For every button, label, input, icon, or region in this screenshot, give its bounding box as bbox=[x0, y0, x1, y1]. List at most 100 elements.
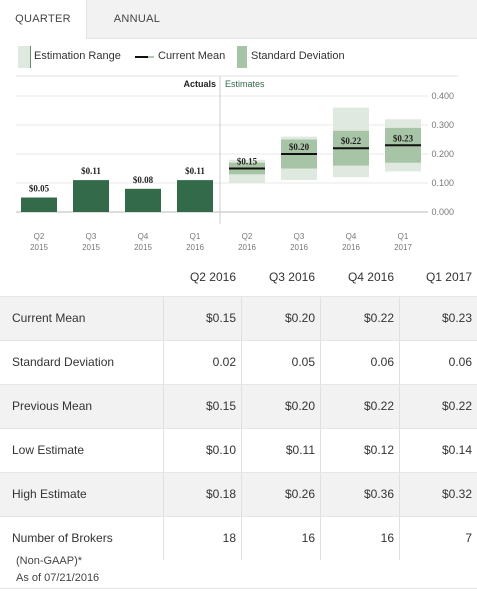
x-tick-year: 2015 bbox=[82, 243, 100, 252]
table-cell: $0.14 bbox=[399, 429, 477, 472]
estimate-value-label: $0.20 bbox=[289, 142, 310, 152]
table-cell: $0.12 bbox=[320, 429, 400, 472]
actual-value-label: $0.11 bbox=[81, 166, 101, 176]
x-tick-quarter: Q1 bbox=[398, 232, 409, 241]
table-cell: $0.15 bbox=[163, 385, 242, 428]
table-cell: $0.22 bbox=[320, 297, 400, 340]
cell-value: $0.14 bbox=[441, 443, 472, 457]
actual-bar bbox=[177, 180, 213, 212]
cell-value: 0.05 bbox=[291, 355, 315, 369]
row-label: Number of Brokers bbox=[12, 531, 113, 545]
x-tick-quarter: Q3 bbox=[294, 232, 305, 241]
x-tick-year: 2016 bbox=[290, 243, 308, 252]
x-tick-quarter: Q1 bbox=[190, 232, 201, 241]
table-cell: $0.26 bbox=[241, 473, 321, 516]
x-tick-year: 2015 bbox=[30, 243, 48, 252]
table-cell: 16 bbox=[320, 517, 400, 560]
current-mean-swatch bbox=[135, 56, 154, 58]
x-tick-year: 2015 bbox=[134, 243, 152, 252]
footer-note: (Non-GAAP)* As of 07/21/2016 bbox=[16, 553, 99, 587]
cell-value: $0.22 bbox=[441, 399, 472, 413]
estimation-range-swatch bbox=[18, 46, 31, 68]
estimates-table: Q2 2016 Q3 2016 Q4 2016 Q1 2017 Current … bbox=[0, 266, 477, 560]
table-row: Low Estimate $0.10 $0.11 $0.12 $0.14 bbox=[0, 428, 477, 472]
y-tick-label: 0.100 bbox=[431, 178, 454, 188]
cell-value: $0.20 bbox=[284, 311, 315, 325]
cell-value: $0.12 bbox=[363, 443, 394, 457]
table-row: High Estimate $0.18 $0.26 $0.36 $0.32 bbox=[0, 472, 477, 516]
row-label: Previous Mean bbox=[12, 399, 93, 413]
table-cell: 16 bbox=[241, 517, 321, 560]
x-tick-year: 2017 bbox=[394, 243, 412, 252]
table-cell: 0.02 bbox=[163, 341, 242, 384]
header-q1-2017: Q1 2017 bbox=[425, 270, 472, 284]
cell-value: $0.26 bbox=[284, 487, 315, 501]
cell-value: $0.18 bbox=[205, 487, 236, 501]
table-cell: $0.23 bbox=[399, 297, 477, 340]
y-tick-label: 0.400 bbox=[431, 91, 454, 101]
cell-value: 0.06 bbox=[448, 355, 472, 369]
cell-value: 0.06 bbox=[370, 355, 394, 369]
table-cell: $0.20 bbox=[241, 385, 321, 428]
cell-value: 0.02 bbox=[212, 355, 236, 369]
legend-current-mean-label: Current Mean bbox=[158, 50, 226, 62]
table-cell: $0.36 bbox=[320, 473, 400, 516]
table-cell: $0.11 bbox=[241, 429, 321, 472]
cell-value: $0.22 bbox=[363, 311, 394, 325]
header-q4-2016: Q4 2016 bbox=[347, 270, 394, 284]
as-of-date: As of 07/21/2016 bbox=[16, 572, 100, 584]
table-cell: $0.20 bbox=[241, 297, 321, 340]
cell-value: 16 bbox=[380, 531, 394, 545]
cell-value: $0.11 bbox=[285, 443, 315, 457]
table-cell: $0.18 bbox=[163, 473, 242, 516]
table-row: Number of Brokers 18 16 16 7 bbox=[0, 516, 477, 560]
estimates-label: Estimates bbox=[225, 79, 265, 89]
header-q2-2016: Q2 2016 bbox=[189, 270, 236, 284]
x-tick-quarter: Q2 bbox=[34, 232, 45, 241]
actual-value-label: $0.11 bbox=[185, 166, 205, 176]
table-cell: 18 bbox=[163, 517, 242, 560]
legend-standard-deviation-label: Standard Deviation bbox=[251, 50, 345, 62]
actual-bar bbox=[73, 180, 109, 212]
table-cell: 0.06 bbox=[399, 341, 477, 384]
tab-quarter[interactable]: QUARTER bbox=[0, 0, 87, 39]
actuals-label: Actuals bbox=[183, 79, 216, 89]
eps-chart: 0.400 0.300 0.200 0.100 0.000 Q2 2015 Q3 2015 Q4… bbox=[16, 75, 458, 252]
x-tick-quarter: Q2 bbox=[242, 232, 253, 241]
cell-value: $0.32 bbox=[441, 487, 472, 501]
x-tick-quarter: Q4 bbox=[138, 232, 149, 241]
actual-value-label: $0.05 bbox=[29, 184, 50, 194]
non-gaap-note: (Non-GAAP)* bbox=[16, 555, 83, 567]
cell-value: $0.10 bbox=[205, 443, 236, 457]
cell-value: $0.15 bbox=[205, 399, 236, 413]
table-cell: $0.22 bbox=[320, 385, 400, 428]
x-tick-year: 2016 bbox=[238, 243, 256, 252]
cell-value: $0.15 bbox=[205, 311, 236, 325]
table-row: Standard Deviation 0.02 0.05 0.06 0.06 bbox=[0, 340, 477, 384]
row-label: Current Mean bbox=[12, 311, 86, 325]
table-cell: 0.06 bbox=[320, 341, 400, 384]
x-tick-quarter: Q3 bbox=[86, 232, 97, 241]
row-label: High Estimate bbox=[12, 487, 87, 501]
table-cell: $0.15 bbox=[163, 297, 242, 340]
actual-value-label: $0.08 bbox=[133, 175, 154, 185]
y-tick-label: 0.300 bbox=[431, 120, 454, 130]
cell-value: $0.22 bbox=[363, 399, 394, 413]
table-cell: 0.05 bbox=[241, 341, 321, 384]
cell-value: 18 bbox=[222, 531, 236, 545]
cell-value: $0.20 bbox=[284, 399, 315, 413]
x-tick-year: 2016 bbox=[342, 243, 360, 252]
actual-bar bbox=[125, 188, 161, 212]
estimate-value-label: $0.23 bbox=[393, 133, 414, 143]
tab-annual[interactable]: ANNUAL bbox=[113, 13, 161, 25]
divider bbox=[0, 588, 477, 589]
table-cell: 7 bbox=[399, 517, 477, 560]
legend-estimation-range-label: Estimation Range bbox=[34, 50, 121, 62]
cell-value: $0.36 bbox=[363, 487, 394, 501]
actual-bar bbox=[21, 197, 57, 212]
y-tick-label: 0.200 bbox=[431, 149, 454, 159]
header-q3-2016: Q3 2016 bbox=[268, 270, 315, 284]
row-label: Standard Deviation bbox=[12, 355, 115, 369]
cell-value: 7 bbox=[465, 531, 472, 545]
cell-value: $0.23 bbox=[441, 311, 472, 325]
